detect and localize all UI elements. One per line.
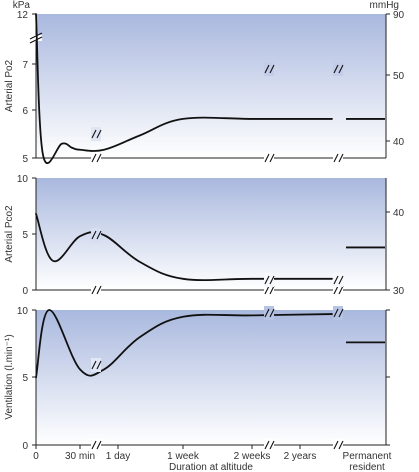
po2-curve [35, 13, 333, 165]
po2-ytick-5: 5 [22, 154, 28, 165]
ventilation-axis-title: Ventilation (l.min⁻¹) [4, 334, 15, 419]
po2-axis-title: Arterial Po2 [4, 59, 15, 112]
xtick-2weeks: 2 weeks [234, 451, 271, 462]
x-axis-title: Duration at altitude [169, 462, 253, 472]
vent-ytick-5: 5 [22, 373, 28, 384]
pco2-curve [35, 212, 333, 282]
xtick-2years: 2 years [284, 451, 317, 462]
pco2-ytick-5: 5 [22, 230, 28, 241]
pco2-axis-title-text: Arterial Pco2 [4, 205, 15, 263]
ventilation-curve [35, 309, 333, 379]
ventilation-axis-title-text: Ventilation (l.min⁻¹) [4, 334, 15, 419]
panel-ventilation-background [36, 310, 386, 445]
xtick-1day: 1 day [106, 451, 130, 462]
xtick-30min: 30 min [65, 451, 95, 462]
curve-break-marks [91, 62, 344, 372]
po2-unit-kpa: kPa [13, 0, 31, 11]
xtick-1week: 1 week [167, 451, 200, 462]
vent-ytick-0: 0 [22, 441, 28, 452]
pco2-ytick-right-30: 30 [393, 286, 405, 297]
pco2-ytick-0: 0 [22, 286, 28, 297]
pco2-ytick-10: 10 [17, 174, 29, 185]
po2-ytick-12: 12 [17, 10, 29, 21]
xtick-0: 0 [33, 451, 39, 462]
panel-po2-background [36, 14, 386, 158]
po2-ytick-right-90: 90 [393, 10, 405, 21]
po2-ytick-7: 7 [22, 60, 28, 71]
po2-unit-mmhg: mmHg [370, 0, 399, 11]
tick-marks [32, 13, 390, 449]
po2-ytick-right-40: 40 [393, 137, 405, 148]
xtick-resident: resident [349, 462, 385, 472]
vent-ytick-10: 10 [17, 306, 29, 317]
po2-ytick-right-50: 50 [393, 71, 405, 82]
po2-ytick-6: 6 [22, 106, 28, 117]
po2-axis-title-text: Arterial Po2 [4, 59, 15, 112]
xtick-permanent: Permanent [343, 451, 392, 462]
pco2-axis-title: Arterial Pco2 [4, 205, 15, 263]
pco2-ytick-right-40: 40 [393, 208, 405, 219]
